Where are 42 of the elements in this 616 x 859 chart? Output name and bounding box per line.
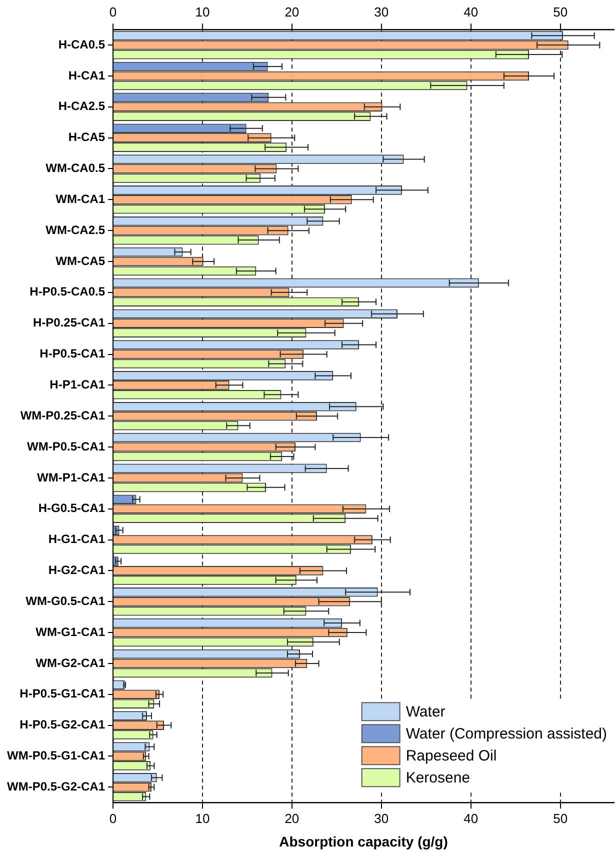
legend-label: Rapeseed Oil xyxy=(406,748,497,765)
y-tick-label: H-G1-CA1 xyxy=(48,532,106,546)
y-tick-label: H-P0.25-CA1 xyxy=(32,316,106,330)
x-tick-label: 0 xyxy=(109,810,117,826)
y-tick-label: H-CA2.5 xyxy=(58,99,106,114)
x-tick-label: 20 xyxy=(284,810,300,826)
y-tick-label: H-CA5 xyxy=(68,130,106,144)
y-tick-label: H-CA1 xyxy=(68,68,106,82)
y-tick-label: H-P0.5-G1-CA1 xyxy=(20,686,106,701)
y-tick-label: H-G0.5-CA1 xyxy=(38,501,106,516)
x-tick-label: 40 xyxy=(464,810,478,826)
x2-tick-label: 50 xyxy=(553,4,568,20)
y-tick-label: WM-CA2.5 xyxy=(46,222,106,237)
y-tick-label: WM-P0.5-CA1 xyxy=(26,439,106,454)
y-tick-label: WM-G1-CA1 xyxy=(36,624,106,639)
y-tick-label: WM-P0.5-G2-CA1 xyxy=(6,779,106,794)
legend-label: Water (Compression assisted) xyxy=(406,726,608,743)
y-tick-label: H-P0.5-CA1 xyxy=(40,346,106,361)
x-tick-label: 30 xyxy=(374,810,389,826)
x2-tick-label: 20 xyxy=(284,4,300,20)
x-tick-label: 50 xyxy=(553,810,568,826)
y-tick-label: WM-P0.25-CA1 xyxy=(20,408,106,422)
x2-tick-label: 40 xyxy=(464,4,478,20)
y-tick-label: WM-CA0.5 xyxy=(46,161,106,176)
y-tick-label: WM-CA5 xyxy=(56,254,106,268)
y-tick-label: WM-G0.5-CA1 xyxy=(26,594,106,608)
y-tick-label: H-P0.5-G2-CA1 xyxy=(20,718,106,732)
y-tick-label: H-G2-CA1 xyxy=(48,563,106,578)
x-axis-title: Absorption capacity (g/g) xyxy=(279,833,448,850)
y-tick-label: H-P1-CA1 xyxy=(50,377,106,392)
y-tick-label: WM-G2-CA1 xyxy=(36,656,106,670)
y-tick-label: H-P0.5-CA0.5 xyxy=(30,284,106,299)
y-tick-label: WM-P0.5-G1-CA1 xyxy=(6,748,106,763)
x2-tick-label: 0 xyxy=(109,4,117,20)
legend-label: Water xyxy=(406,704,446,721)
y-tick-label: H-CA0.5 xyxy=(58,37,106,52)
x2-tick-label: 30 xyxy=(374,4,389,20)
y-tick-label: WM-P1-CA1 xyxy=(37,470,106,484)
y-tick-label: WM-CA1 xyxy=(56,192,106,206)
x-tick-label: 10 xyxy=(195,810,210,826)
x2-tick-label: 10 xyxy=(195,4,210,20)
legend-label: Kerosene xyxy=(406,770,470,787)
